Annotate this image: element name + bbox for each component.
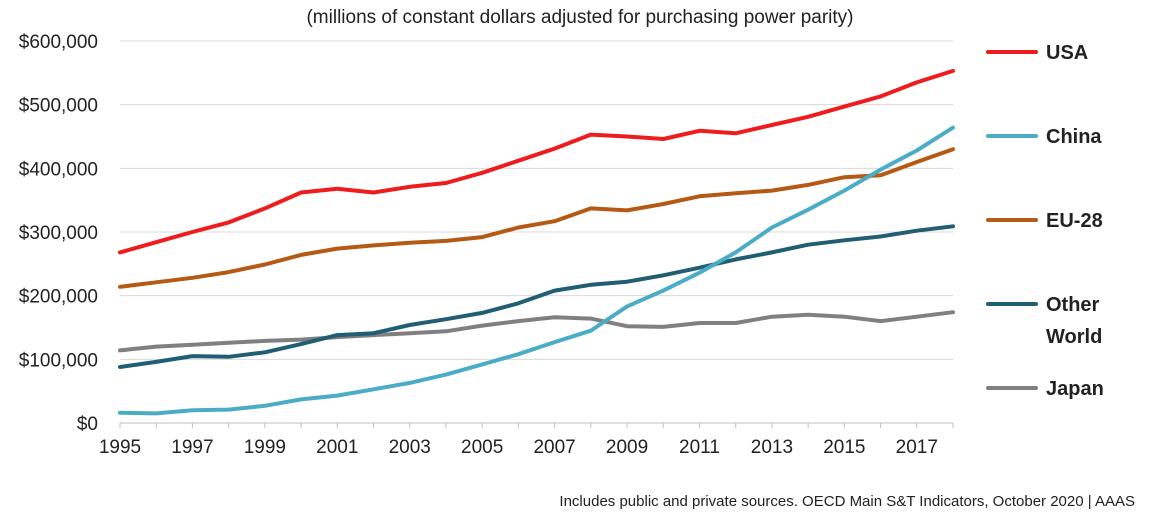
legend-label-other-world: World [1046,326,1102,348]
series-line-usa [118,68,955,255]
legend-label-eu-28: EU-28 [1046,210,1103,232]
x-tick-label: 2017 [896,437,938,458]
x-tick-label: 1997 [171,437,213,458]
axes: $0 $100,000 $200,000 $300,000 $400,000 $500,0… [19,32,954,458]
y-tick-label: $600,000 [19,32,98,53]
chart-subtitle: (millions of constant dollars adjusted f… [306,7,853,28]
y-tick-label: $100,000 [19,350,98,371]
x-tick-label: 2013 [751,437,793,458]
x-tick-label: 1995 [99,437,141,458]
x-tick-label: 1999 [244,437,286,458]
legend-label-usa: USA [1046,42,1088,64]
x-tick-label: 2015 [823,437,865,458]
x-tick-label: 2001 [316,437,358,458]
legend-label-china: China [1046,126,1102,148]
series-line-eu-28 [118,147,955,289]
y-tick-label: $200,000 [19,287,98,308]
y-tick-label: $500,000 [19,96,98,117]
legend: USA China EU-28 Other World Japan [986,42,1104,400]
y-tick-label: $0 [77,414,98,435]
y-tick-label: $300,000 [19,223,98,244]
series-lines [118,68,955,416]
gridlines [120,40,953,360]
series-line-japan [118,310,955,353]
y-tick-label: $400,000 [19,159,98,180]
chart-footnote: Includes public and private sources. OEC… [559,493,1135,510]
series-line-other-world [118,224,955,369]
legend-label-other-world: Other [1046,294,1100,316]
x-tick-label: 2005 [461,437,503,458]
series-line-china [118,125,955,416]
x-tick-label: 2003 [389,437,431,458]
x-tick-label: 2007 [533,437,575,458]
x-tick-label: 2011 [679,437,720,458]
legend-label-japan: Japan [1046,378,1104,400]
x-tick-label: 2009 [606,437,648,458]
